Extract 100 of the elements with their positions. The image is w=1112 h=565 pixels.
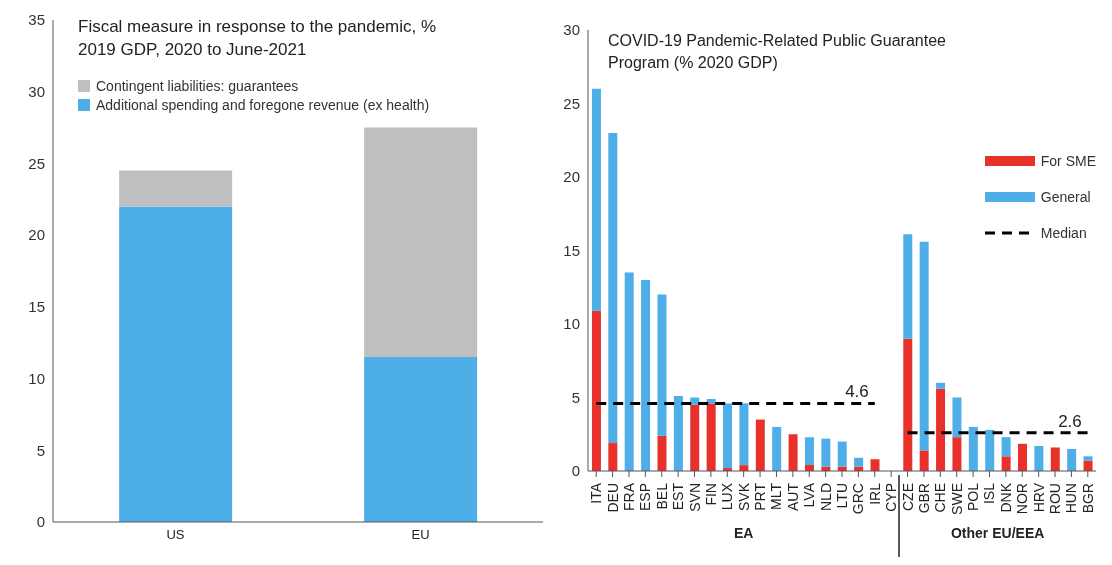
- x-tick-label: CZE: [899, 483, 916, 511]
- x-tick-label: AUT: [784, 482, 801, 511]
- bar: [936, 388, 946, 471]
- bar: [119, 206, 233, 522]
- bar: [870, 459, 880, 471]
- x-tick-label: DEU: [604, 483, 621, 513]
- bar: [968, 426, 978, 471]
- x-tick-label: SWE: [948, 483, 965, 515]
- legend-label: Contingent liabilities: guarantees: [96, 78, 299, 94]
- bar: [772, 426, 782, 471]
- legend-label: For SME: [1040, 153, 1096, 169]
- bar: [952, 397, 962, 438]
- bar: [739, 403, 749, 466]
- x-tick-label: CYP: [883, 483, 900, 512]
- text: Other EU/EEA: [950, 525, 1046, 541]
- bar: [624, 272, 634, 471]
- x-tick-label: GRC: [850, 483, 867, 515]
- legend-label: Median: [1040, 225, 1087, 241]
- bar: [608, 443, 618, 471]
- legend-label: General: [1040, 189, 1091, 205]
- y-tick-label: 35: [28, 11, 45, 29]
- bar: [591, 88, 601, 311]
- y-tick-label: 30: [563, 21, 580, 39]
- y-tick-label: 20: [28, 226, 45, 244]
- y-tick-label: 15: [563, 241, 580, 259]
- bar: [1034, 446, 1044, 471]
- bar: [985, 429, 995, 471]
- x-tick-label: IRL: [866, 482, 883, 505]
- bar: [1018, 443, 1027, 471]
- y-tick-label: 20: [563, 168, 580, 186]
- bar: [1001, 437, 1011, 457]
- y-tick-label: 10: [563, 315, 580, 333]
- bar: [903, 338, 913, 471]
- bar: [1050, 447, 1060, 471]
- y-tick-label: 0: [571, 462, 580, 480]
- bar: [788, 434, 798, 471]
- bar: [723, 403, 733, 469]
- bar: [657, 294, 667, 436]
- bar: [1083, 456, 1093, 461]
- x-tick-label: EU: [411, 527, 430, 543]
- x-tick-label: EST: [670, 482, 687, 511]
- x-tick-label: ISL: [981, 482, 998, 505]
- y-tick-label: 10: [28, 369, 45, 387]
- x-tick-label: US: [166, 527, 185, 543]
- x-tick-label: MLT: [768, 482, 785, 510]
- legend-label: Additional spending and foregone revenue (ex health): [96, 97, 430, 113]
- bar: [1067, 448, 1077, 471]
- x-tick-label: ESP: [637, 483, 654, 512]
- bar: [690, 404, 700, 471]
- bar: [919, 450, 929, 471]
- y-tick-label: 5: [571, 388, 580, 406]
- x-tick-label: CHE: [932, 483, 949, 513]
- x-tick-label: FRA: [620, 482, 637, 511]
- bar: [1001, 456, 1011, 471]
- annotation: 2.6: [1058, 411, 1082, 431]
- bar: [591, 310, 601, 471]
- bar: [837, 441, 847, 467]
- bar: [706, 403, 716, 471]
- x-tick-label: GBR: [915, 483, 932, 514]
- bar: [673, 396, 683, 471]
- bar: [657, 435, 667, 471]
- bar: [119, 170, 233, 207]
- bar: [364, 357, 478, 522]
- x-tick-label: SVK: [735, 482, 752, 512]
- bar: [821, 438, 831, 467]
- x-tick-label: NOR: [1014, 483, 1031, 515]
- bar: [364, 127, 478, 358]
- bar: [641, 279, 651, 471]
- y-tick-label: 30: [28, 83, 45, 101]
- text: Fiscal measure in response to the pandemic, % 2019 GDP, 2020 to June-2021: [78, 16, 438, 61]
- x-tick-label: PRT: [752, 482, 769, 511]
- bar: [755, 419, 765, 471]
- bar: [919, 241, 929, 451]
- x-tick-label: BEL: [653, 482, 670, 510]
- x-tick-label: DNK: [997, 482, 1014, 513]
- bar: [608, 132, 618, 444]
- x-tick-label: ROU: [1047, 483, 1064, 515]
- bar: [903, 234, 913, 339]
- x-tick-label: HRV: [1030, 482, 1047, 513]
- text: COVID-19 Pandemic-Related Public Guarantee Program (% 2020 GDP): [608, 31, 947, 73]
- x-tick-label: POL: [965, 482, 982, 512]
- x-tick-label: LUX: [719, 482, 736, 511]
- x-tick-label: ITA: [588, 482, 605, 504]
- y-tick-label: 25: [563, 94, 580, 112]
- y-tick-label: 0: [36, 513, 45, 531]
- x-tick-label: NLD: [817, 483, 834, 512]
- x-tick-label: HUN: [1063, 483, 1080, 514]
- bar: [952, 437, 962, 471]
- bar: [936, 382, 946, 389]
- x-tick-label: LTU: [834, 483, 850, 509]
- bar: [854, 457, 864, 467]
- bar: [804, 437, 814, 466]
- x-tick-label: LVA: [801, 482, 818, 508]
- x-tick-label: BGR: [1079, 483, 1096, 514]
- y-tick-label: 15: [28, 298, 45, 316]
- x-tick-label: FIN: [702, 483, 719, 506]
- y-tick-label: 25: [28, 154, 45, 172]
- annotation: 4.6: [845, 382, 869, 402]
- text: EA: [732, 525, 755, 541]
- x-tick-label: SVN: [686, 483, 703, 512]
